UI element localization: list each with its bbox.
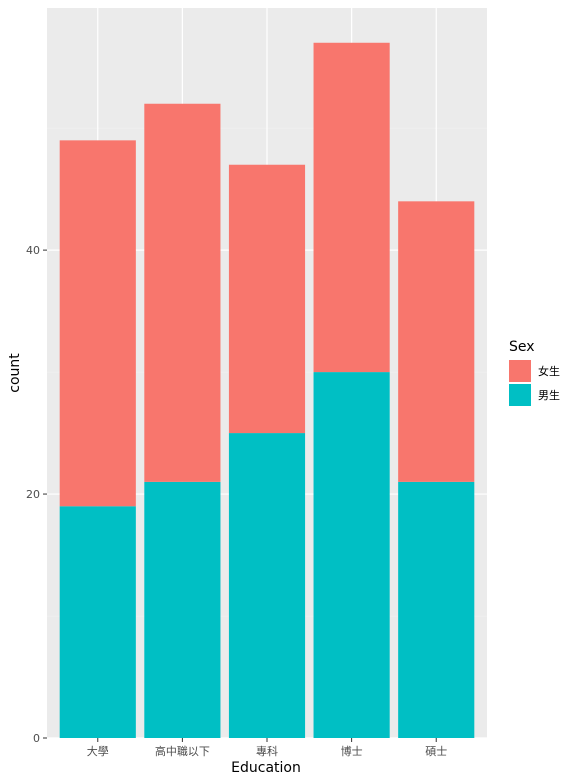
bar-female: [144, 103, 221, 482]
bar-male: [144, 481, 221, 738]
legend-key: [509, 360, 531, 382]
x-axis-title: Education: [231, 760, 301, 776]
bars: [59, 42, 475, 738]
y-tick-label: 20: [26, 488, 40, 501]
x-tick-label: 高中職以下: [155, 744, 210, 758]
bar-female: [398, 201, 475, 482]
bar-female: [228, 164, 306, 434]
y-axis: 0 20 40: [26, 244, 47, 745]
bar-male: [59, 506, 136, 738]
legend-label: 女生: [538, 364, 560, 378]
y-axis-title: count: [7, 353, 23, 393]
y-tick-label: 0: [33, 732, 40, 745]
bar-male: [313, 372, 390, 738]
legend-label: 男生: [538, 388, 560, 402]
legend-title: Sex: [509, 339, 535, 355]
bar-male: [228, 433, 306, 738]
bar-male: [398, 481, 475, 738]
x-axis: 大學 高中職以下 專科 博士 碩士: [87, 738, 447, 758]
bar-female: [59, 140, 136, 507]
legend-key: [509, 384, 531, 406]
bar-female: [313, 42, 390, 373]
x-tick-label: 博士: [341, 745, 363, 758]
y-tick-label: 40: [26, 244, 40, 257]
x-tick-label: 碩士: [425, 745, 447, 758]
x-tick-label: 專科: [256, 744, 278, 758]
x-tick-label: 大學: [87, 744, 109, 758]
